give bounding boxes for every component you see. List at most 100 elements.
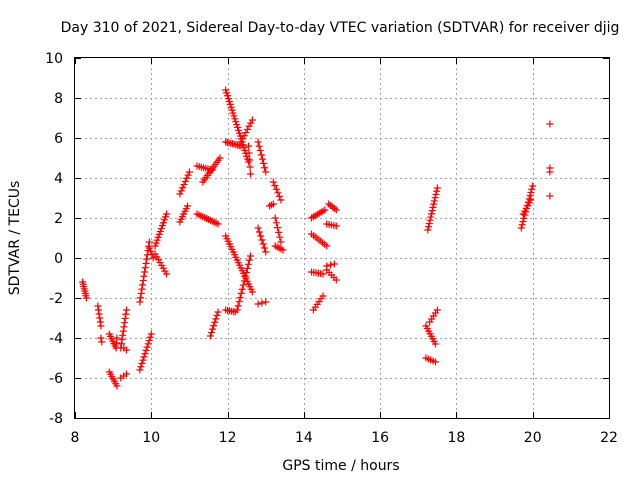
data-point xyxy=(277,196,285,204)
data-point xyxy=(122,306,130,314)
data-point xyxy=(184,202,192,210)
data-point xyxy=(143,255,151,263)
data-point xyxy=(262,248,270,256)
data-point xyxy=(235,298,243,306)
data-point xyxy=(148,251,156,259)
grid xyxy=(75,58,609,418)
data-point xyxy=(245,122,253,130)
data-point xyxy=(243,125,251,133)
data-point xyxy=(140,353,148,361)
data-point xyxy=(94,306,102,314)
data-point xyxy=(319,292,327,300)
data-point xyxy=(255,142,263,150)
data-point xyxy=(206,332,214,340)
y-tick-label: 2 xyxy=(54,211,63,227)
data-point xyxy=(327,261,335,269)
data-point xyxy=(147,330,155,338)
data-point xyxy=(258,299,266,307)
data-point xyxy=(271,214,279,222)
data-point xyxy=(546,192,554,200)
data-point xyxy=(546,168,554,176)
data-point xyxy=(259,240,267,248)
data-point xyxy=(163,210,171,218)
data-point xyxy=(238,285,246,293)
data-point xyxy=(425,223,433,231)
x-tick-label: 22 xyxy=(600,430,618,446)
data-point xyxy=(181,177,189,185)
data-point xyxy=(214,308,222,316)
data-point xyxy=(431,194,439,202)
data-point xyxy=(96,314,104,322)
x-tick-label: 8 xyxy=(71,430,80,446)
data-point xyxy=(276,233,284,241)
data-point xyxy=(520,214,528,222)
data-point xyxy=(269,178,277,186)
data-point xyxy=(247,119,255,127)
data-point xyxy=(432,190,440,198)
y-tick-labels: -8 -6 -4 -2 0 2 4 6 8 10 xyxy=(45,51,63,427)
data-point xyxy=(144,340,152,348)
data-point xyxy=(321,206,329,214)
data-point xyxy=(98,338,106,346)
data-point xyxy=(277,238,285,246)
data-point xyxy=(260,244,268,252)
data-point xyxy=(138,285,146,293)
data-point xyxy=(272,219,280,227)
data-point xyxy=(425,220,433,228)
data-point xyxy=(242,129,250,137)
data-point xyxy=(122,310,130,318)
x-tick-label: 10 xyxy=(142,430,160,446)
data-point xyxy=(212,315,220,323)
data-point xyxy=(255,228,263,236)
data-point xyxy=(528,185,536,193)
data-point xyxy=(121,319,129,327)
data-point xyxy=(246,163,254,171)
data-point xyxy=(245,256,253,264)
data-point xyxy=(96,318,104,326)
data-point xyxy=(254,138,262,146)
data-point xyxy=(257,232,265,240)
data-point xyxy=(216,154,224,162)
data-point xyxy=(275,192,283,200)
data-point xyxy=(248,288,256,296)
data-point xyxy=(254,300,262,308)
data-point xyxy=(258,155,266,163)
x-axis-label: GPS time / hours xyxy=(282,458,399,474)
data-point xyxy=(234,302,242,310)
data-point xyxy=(430,200,438,208)
data-point xyxy=(427,213,435,221)
data-point xyxy=(210,322,218,330)
data-point xyxy=(180,181,188,189)
data-point xyxy=(211,318,219,326)
data-point xyxy=(122,370,130,378)
data-point xyxy=(120,323,128,331)
data-point xyxy=(248,116,256,124)
data-point xyxy=(139,277,147,285)
data-point xyxy=(140,272,148,280)
data-point xyxy=(177,187,185,195)
data-point xyxy=(141,350,149,358)
data-point xyxy=(274,224,282,232)
data-point xyxy=(118,336,126,344)
data-point xyxy=(427,210,435,218)
data-point xyxy=(185,168,193,176)
x-tick-label: 18 xyxy=(448,430,466,446)
data-point xyxy=(184,171,192,179)
data-point xyxy=(275,228,283,236)
data-point xyxy=(237,289,245,297)
data-point xyxy=(239,281,247,289)
data-point xyxy=(527,196,535,204)
data-point xyxy=(262,168,270,176)
data-point xyxy=(207,329,215,337)
data-point xyxy=(546,120,554,128)
data-point xyxy=(332,222,340,230)
data-point xyxy=(323,242,331,250)
data-point xyxy=(209,325,217,333)
x-tick-label: 14 xyxy=(295,430,313,446)
x-tick-label: 12 xyxy=(219,430,237,446)
tick-marks xyxy=(75,58,610,419)
data-point xyxy=(149,254,157,262)
data-point xyxy=(323,262,331,270)
data-point xyxy=(117,340,125,348)
